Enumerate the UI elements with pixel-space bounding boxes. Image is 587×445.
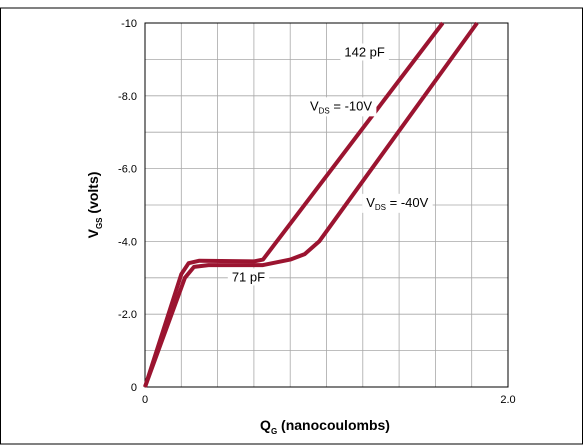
- y-tick-label: -8.0: [118, 91, 137, 103]
- annotation-label: 142 pF: [340, 43, 389, 61]
- series: [143, 21, 479, 388]
- svg-text:71 pF: 71 pF: [232, 269, 265, 284]
- annotation-label: 71 pF: [227, 268, 270, 286]
- x-tick-label: 2.0: [500, 394, 515, 406]
- annotation-label: VDS = -40V: [362, 193, 433, 213]
- series-line-1: [143, 21, 445, 388]
- y-tick-label: -4.0: [118, 236, 137, 248]
- svg-text:VDS = -40V: VDS = -40V: [366, 195, 428, 212]
- y-tick-label: -2.0: [118, 309, 137, 321]
- annotations: 142 pF VDS = -10V VDS = -40V 71 pF: [227, 43, 433, 286]
- y-tick-label: -10: [121, 18, 137, 30]
- y-axis-title: VGS (volts): [85, 172, 104, 239]
- outer-border: [0, 7, 583, 445]
- x-tick-label: 0: [142, 394, 148, 406]
- series-line-2: [143, 21, 479, 388]
- x-axis-title: QG (nanocoulombs): [260, 417, 390, 436]
- grid: [145, 23, 508, 387]
- svg-text:VDS = -10V: VDS = -10V: [310, 98, 372, 115]
- annotation-label: VDS = -10V: [305, 97, 377, 117]
- plot-border: [144, 22, 509, 388]
- ticks: 0 -2.0 -4.0 -6.0 -8.0 -10 0 2.0: [118, 18, 516, 406]
- y-tick-label: -6.0: [118, 164, 137, 176]
- y-tick-label: 0: [131, 382, 137, 394]
- svg-text:142 pF: 142 pF: [344, 44, 385, 59]
